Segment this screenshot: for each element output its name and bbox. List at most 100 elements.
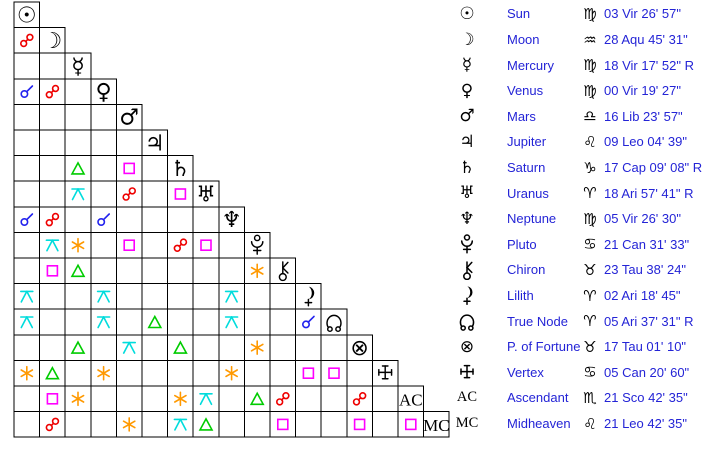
trine-icon bbox=[173, 340, 188, 354]
aspect-cell-chiron-mercury bbox=[64, 257, 92, 285]
chiron-icon bbox=[278, 261, 289, 282]
aspect-cell-lilith-jupiter bbox=[141, 283, 169, 310]
zodiac-leo-icon: ♌ bbox=[583, 414, 597, 433]
aspect-cell-lilith-venus bbox=[90, 283, 117, 310]
planet-name: Neptune bbox=[507, 211, 557, 227]
sextile-icon bbox=[250, 263, 264, 279]
square-icon bbox=[123, 239, 135, 251]
aspect-cell-venus-mercury bbox=[64, 78, 92, 105]
aspect-cell-truenode-chiron bbox=[269, 308, 297, 336]
zodiac-vir-icon: ♍ bbox=[583, 209, 597, 228]
aspect-cell-lilith-uranus bbox=[192, 283, 220, 310]
zodiac-tau-icon: ♉ bbox=[583, 337, 597, 356]
planet-row-uranus: ♅ Uranus ♈ 18 Ari 57' 41" R bbox=[450, 180, 705, 206]
quincunx-icon bbox=[224, 316, 239, 329]
aspect-cell-pluto-uranus bbox=[192, 231, 220, 259]
trine-icon bbox=[70, 340, 86, 354]
planet-position: 21 Leo 42' 35" bbox=[604, 416, 688, 432]
square-icon bbox=[276, 418, 289, 431]
vertex-symbol-icon bbox=[450, 360, 484, 386]
planet-position-table: ☉ Sun ♍ 03 Vir 26' 57" ☽ Moon ♒ 28 Aqu 45' 31" ☿… bbox=[450, 0, 705, 450]
aspect-cell-ac-sun bbox=[13, 385, 41, 413]
aspect-cell-ac-jupiter bbox=[141, 385, 169, 413]
zodiac-lib-icon: ♎ bbox=[583, 107, 597, 126]
trine-icon bbox=[45, 366, 60, 380]
aspect-cell-saturn-moon bbox=[39, 155, 66, 182]
aspect-cell-jupiter-moon bbox=[39, 129, 66, 157]
venus-icon: ♀ bbox=[96, 80, 112, 105]
aspect-cell-mc-pluto bbox=[243, 411, 271, 438]
quincunx-icon bbox=[199, 392, 213, 406]
planet-name: Mercury bbox=[507, 57, 554, 73]
quincunx-icon bbox=[45, 239, 60, 252]
conjunction-icon bbox=[20, 213, 34, 227]
trine-icon bbox=[249, 391, 265, 406]
zodiac-cap-icon: ♑ bbox=[583, 158, 597, 177]
planet-row-mc: MC Midheaven ♌ 21 Leo 42' 35" bbox=[450, 411, 705, 437]
square-icon bbox=[302, 367, 315, 380]
planet-row-sun: ☉ Sun ♍ 03 Vir 26' 57" bbox=[450, 1, 705, 27]
fortune-icon: ⊗ bbox=[350, 336, 368, 361]
zodiac-leo-icon: ♌ bbox=[583, 132, 597, 151]
aspect-cell-fortune-mars bbox=[115, 334, 143, 361]
uranus-symbol-icon: ♅ bbox=[459, 183, 475, 204]
aspect-cell-jupiter-mercury bbox=[64, 129, 92, 157]
quincunx-icon bbox=[122, 341, 136, 354]
planet-position: 02 Ari 18' 45" bbox=[604, 288, 681, 304]
mars-symbol-icon: ♂ bbox=[459, 106, 475, 127]
aspect-cell-pluto-jupiter bbox=[141, 231, 169, 259]
quincunx-icon bbox=[71, 188, 85, 201]
aspect-cell-truenode-moon bbox=[39, 308, 66, 336]
planet-position: 00 Vir 19' 27" bbox=[604, 83, 681, 99]
aspect-cell-pluto-sun bbox=[13, 231, 41, 259]
planet-cell-truenode bbox=[320, 308, 348, 336]
aspect-cell-mars-venus bbox=[90, 103, 117, 131]
aspect-cell-truenode-sun bbox=[13, 308, 41, 336]
sun-icon: ☉ bbox=[17, 3, 37, 28]
planet-row-neptune: ♆ Neptune ♍ 05 Vir 26' 30" bbox=[450, 206, 705, 232]
aspect-cell-lilith-chiron bbox=[269, 283, 297, 310]
planet-row-moon: ☽ Moon ♒ 28 Aqu 45' 31" bbox=[450, 27, 705, 53]
ac-symbol-icon: AC bbox=[456, 389, 478, 406]
quincunx-icon bbox=[96, 290, 111, 303]
planet-cell-mc bbox=[423, 411, 450, 438]
sextile-icon bbox=[20, 365, 34, 381]
opposition-icon bbox=[45, 417, 60, 432]
aspect-cell-fortune-jupiter bbox=[141, 334, 169, 361]
trine-icon bbox=[70, 161, 86, 175]
zodiac-aqu-icon: ♒ bbox=[583, 30, 597, 49]
zodiac-ari-icon: ♈ bbox=[583, 184, 597, 203]
opposition-icon bbox=[19, 33, 34, 48]
zodiac-sco-icon: ♏ bbox=[583, 388, 597, 407]
lilith-icon bbox=[304, 286, 315, 307]
aspect-cell-uranus-venus bbox=[90, 180, 117, 208]
aspect-cell-lilith-mercury bbox=[64, 283, 92, 310]
planet-position: 18 Ari 57' 41" R bbox=[604, 185, 694, 201]
aspect-cell-truenode-venus bbox=[90, 308, 117, 336]
aspect-cell-uranus-moon bbox=[39, 180, 66, 208]
aspect-cell-lilith-neptune bbox=[218, 283, 245, 310]
planet-name: Midheaven bbox=[507, 416, 571, 432]
moon-icon: ☽ bbox=[43, 29, 63, 54]
zodiac-can-icon: ♋ bbox=[583, 235, 597, 254]
trine-icon bbox=[198, 417, 214, 431]
aspect-cell-ac-truenode bbox=[320, 385, 348, 413]
opposition-icon bbox=[45, 84, 60, 99]
aspect-cell-saturn-sun bbox=[13, 155, 41, 182]
aspect-cell-mc-truenode bbox=[320, 411, 348, 438]
aspect-cell-mercury-sun bbox=[13, 52, 41, 80]
aspect-cell-mc-saturn bbox=[167, 411, 194, 438]
moon-symbol-icon: ☽ bbox=[459, 29, 475, 50]
aspect-cell-ac-venus bbox=[90, 385, 117, 413]
aspect-cell-pluto-moon bbox=[39, 231, 66, 259]
planet-name: True Node bbox=[507, 313, 568, 329]
aspect-cell-pluto-neptune bbox=[218, 231, 245, 259]
planet-name: Vertex bbox=[507, 364, 544, 380]
aspect-cell-uranus-jupiter bbox=[141, 180, 169, 208]
aspect-cell-vertex-jupiter bbox=[141, 359, 169, 387]
aspect-cell-fortune-truenode bbox=[320, 334, 348, 361]
planet-position: 17 Tau 01' 10" bbox=[604, 339, 687, 355]
aspect-cell-pluto-mars bbox=[115, 231, 143, 259]
aspect-cell-ac-neptune bbox=[218, 385, 245, 413]
